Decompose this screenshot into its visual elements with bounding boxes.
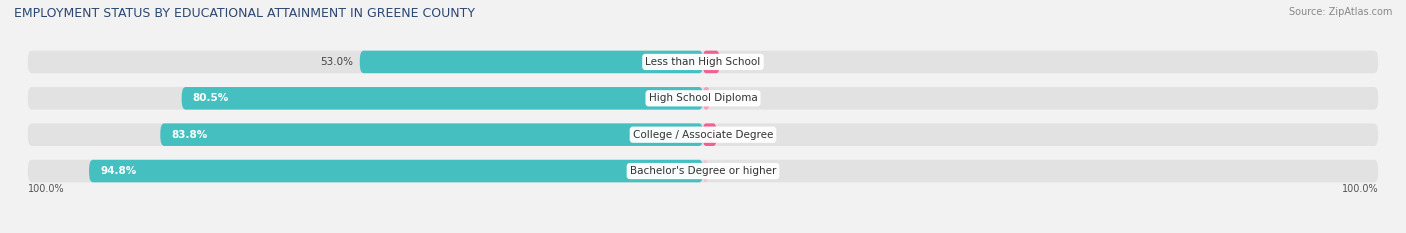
Text: 5.4%: 5.4% [721, 130, 748, 140]
Text: 2.6%: 2.6% [716, 93, 741, 103]
Text: College / Associate Degree: College / Associate Degree [633, 130, 773, 140]
FancyBboxPatch shape [703, 87, 710, 110]
Text: 100.0%: 100.0% [1341, 184, 1378, 194]
FancyBboxPatch shape [28, 51, 1378, 73]
Text: 94.8%: 94.8% [100, 166, 136, 176]
Text: 1.9%: 1.9% [713, 166, 740, 176]
FancyBboxPatch shape [360, 51, 703, 73]
FancyBboxPatch shape [703, 160, 707, 182]
FancyBboxPatch shape [703, 51, 720, 73]
FancyBboxPatch shape [89, 160, 703, 182]
Text: 80.5%: 80.5% [193, 93, 229, 103]
Text: EMPLOYMENT STATUS BY EDUCATIONAL ATTAINMENT IN GREENE COUNTY: EMPLOYMENT STATUS BY EDUCATIONAL ATTAINM… [14, 7, 475, 20]
Text: 6.6%: 6.6% [725, 57, 751, 67]
FancyBboxPatch shape [28, 160, 1378, 182]
Text: 83.8%: 83.8% [172, 130, 208, 140]
Text: 53.0%: 53.0% [321, 57, 353, 67]
FancyBboxPatch shape [703, 123, 717, 146]
Text: Bachelor's Degree or higher: Bachelor's Degree or higher [630, 166, 776, 176]
FancyBboxPatch shape [160, 123, 703, 146]
FancyBboxPatch shape [28, 123, 1378, 146]
Text: 100.0%: 100.0% [28, 184, 65, 194]
Text: High School Diploma: High School Diploma [648, 93, 758, 103]
Text: Source: ZipAtlas.com: Source: ZipAtlas.com [1288, 7, 1392, 17]
FancyBboxPatch shape [28, 87, 1378, 110]
Text: Less than High School: Less than High School [645, 57, 761, 67]
FancyBboxPatch shape [181, 87, 703, 110]
